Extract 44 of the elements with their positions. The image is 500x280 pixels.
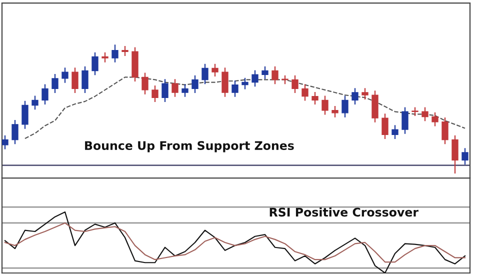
candlestick [302, 84, 308, 101]
candlestick [432, 112, 438, 126]
candlestick [292, 75, 298, 94]
candlestick [182, 84, 188, 97]
candlestick [172, 79, 178, 97]
candlestick [22, 100, 28, 129]
candlestick [312, 92, 318, 105]
candlestick [272, 66, 278, 84]
candlestick [32, 96, 38, 110]
candlestick [342, 96, 348, 118]
candlestick [382, 114, 388, 140]
candlestick [242, 78, 248, 90]
candlestick [322, 96, 328, 115]
candlestick [162, 79, 168, 102]
candlestick [232, 80, 238, 97]
candlestick [42, 84, 48, 105]
annotation: Bounce Up From Support Zones [85, 141, 294, 152]
candlestick [442, 117, 448, 144]
candlestick [112, 44, 118, 62]
candlestick [152, 86, 158, 102]
candlestick [192, 75, 198, 94]
annotation: RSI Positive Crossover [270, 207, 418, 217]
candlestick [142, 72, 148, 94]
candlestick [12, 120, 18, 144]
candlestick [222, 68, 228, 97]
candlestick [452, 135, 458, 174]
candlestick [82, 66, 88, 94]
candlestick [52, 74, 58, 94]
candlestick [2, 135, 8, 150]
candlestick [352, 88, 358, 105]
candlestick [362, 88, 368, 100]
candlestick [62, 68, 68, 83]
candlestick [332, 106, 338, 118]
candlestick [92, 52, 98, 76]
candlestick [72, 68, 78, 94]
candlestick [372, 90, 378, 122]
candlestick [212, 64, 218, 76]
candlestick [422, 107, 428, 122]
candlestick [252, 70, 258, 87]
candlestick [462, 148, 468, 165]
candlestick [392, 125, 398, 140]
candlestick [262, 66, 268, 79]
candlestick [402, 107, 408, 134]
candlestick [202, 64, 208, 84]
